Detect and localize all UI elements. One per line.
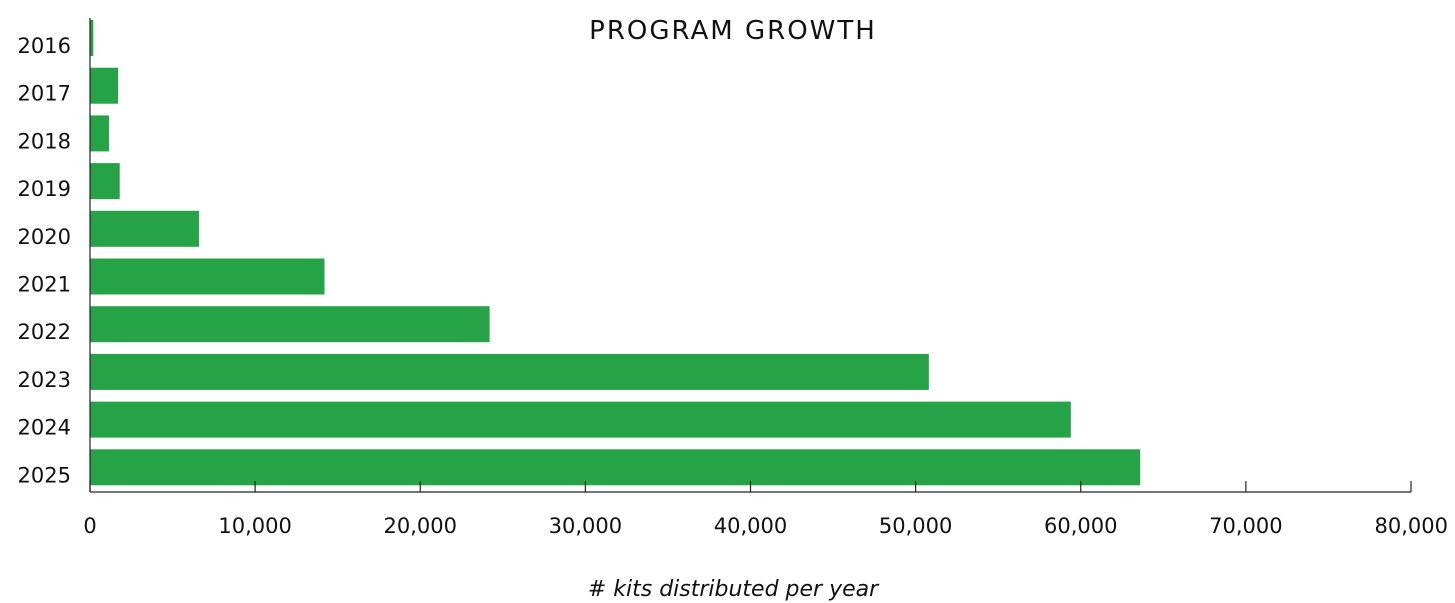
x-tick-label-0: 0 [83, 514, 96, 538]
x-tick-label-80000: 80,000 [1375, 514, 1448, 538]
y-tick-label-2024: 2024 [18, 416, 71, 440]
y-tick-label-2019: 2019 [18, 177, 71, 201]
bar-2020 [90, 210, 199, 247]
x-tick-label-20000: 20,000 [384, 514, 457, 538]
bar-2021 [90, 258, 325, 295]
x-tick-label-10000: 10,000 [218, 514, 291, 538]
bar-2022 [90, 306, 490, 343]
x-tick-label-30000: 30,000 [549, 514, 622, 538]
x-axis-label: # kits distributed per year [588, 577, 880, 602]
bar-2017 [90, 67, 119, 104]
y-axis-labels: 2016 2017 2018 2019 2020 2021 2022 2023 2024 2025 [18, 34, 71, 487]
x-tick-label-60000: 60,000 [1044, 514, 1117, 538]
bar-2024 [90, 401, 1071, 438]
chart-title: PROGRAM GROWTH [589, 16, 877, 46]
y-tick-label-2017: 2017 [18, 82, 71, 106]
y-tick-label-2022: 2022 [18, 320, 71, 344]
y-tick-label-2025: 2025 [18, 463, 71, 487]
y-tick-label-2020: 2020 [18, 225, 71, 249]
bar-2019 [90, 163, 120, 200]
bar-2018 [90, 115, 109, 152]
y-tick-label-2018: 2018 [18, 129, 71, 153]
bars-group [90, 20, 1141, 486]
bar-2023 [90, 353, 929, 390]
y-tick-label-2023: 2023 [18, 368, 71, 392]
y-tick-label-2016: 2016 [18, 34, 71, 58]
y-tick-label-2021: 2021 [18, 273, 71, 297]
x-tick-label-70000: 70,000 [1209, 514, 1282, 538]
x-tick-label-40000: 40,000 [714, 514, 787, 538]
bar-2025 [90, 449, 1141, 486]
x-tick-label-50000: 50,000 [879, 514, 952, 538]
x-axis-ticks: 0 10,000 20,000 30,000 40,000 50,000 60,000 70,… [83, 481, 1448, 538]
bar-2016 [90, 20, 94, 56]
